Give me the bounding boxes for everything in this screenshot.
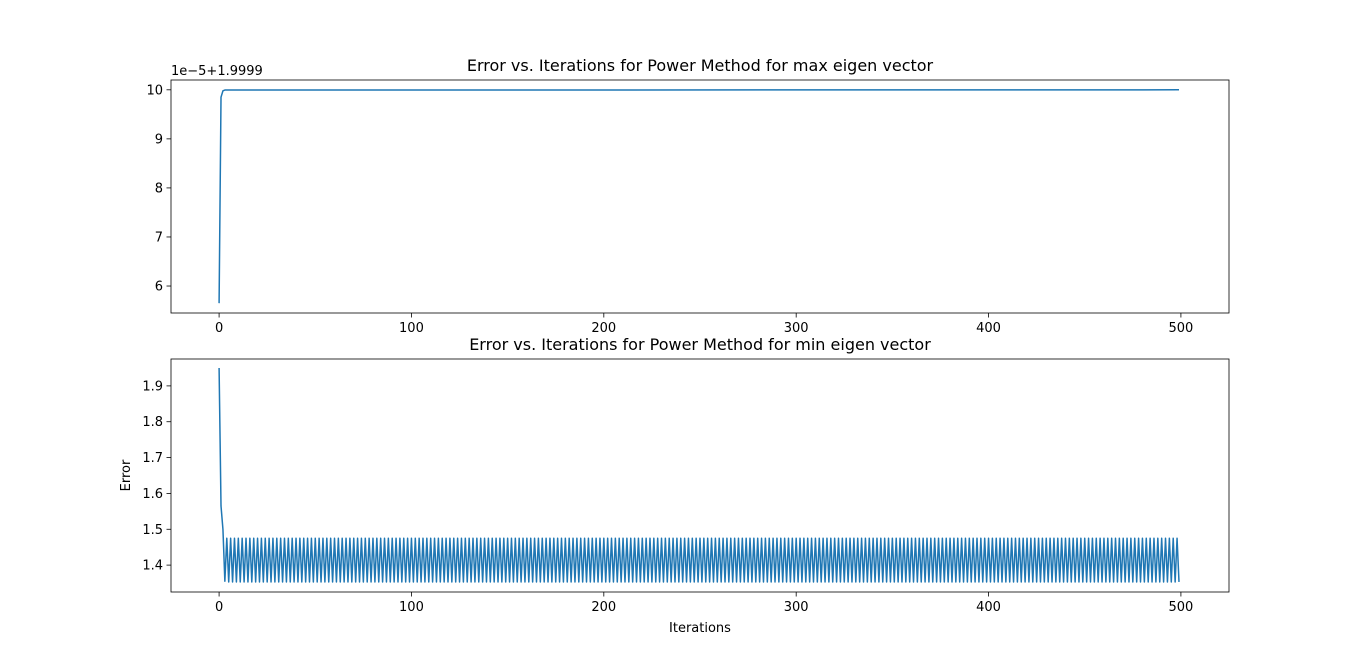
y-tick-label: 9	[155, 132, 163, 147]
series-line-max-error	[218, 89, 1179, 304]
x-tick-label: 300	[784, 600, 809, 615]
series-line-min-error	[218, 367, 1180, 583]
x-tick-label: 200	[591, 321, 616, 336]
y-offset-text: 1e−5+1.9999	[171, 64, 263, 79]
y-tick-label: 6	[155, 280, 163, 295]
y-tick-label: 10	[146, 83, 163, 98]
x-tick-label: 100	[399, 321, 424, 336]
x-tick-label: 400	[976, 600, 1001, 615]
x-tick-label: 300	[784, 321, 809, 336]
x-tick-label: 0	[215, 321, 223, 336]
y-tick-label: 1.9	[142, 379, 163, 394]
chart-title: Error vs. Iterations for Power Method fo…	[469, 335, 931, 354]
y-tick-label: 7	[155, 230, 163, 245]
subplot-2: Error vs. Iterations for Power Method fo…	[119, 335, 1230, 636]
y-tick-label: 1.5	[142, 523, 163, 538]
y-tick-label: 1.6	[142, 487, 163, 502]
x-tick-label: 500	[1168, 600, 1193, 615]
x-tick-label: 400	[976, 321, 1001, 336]
x-tick-label: 200	[591, 600, 616, 615]
chart-title: Error vs. Iterations for Power Method fo…	[467, 56, 934, 75]
x-tick-label: 500	[1168, 321, 1193, 336]
y-axis-label: Error	[119, 459, 134, 491]
axes-frame	[170, 358, 1230, 593]
y-tick-label: 1.7	[142, 451, 163, 466]
x-axis-label: Iterations	[669, 621, 731, 636]
x-tick-label: 100	[399, 600, 424, 615]
x-tick-label: 0	[215, 600, 223, 615]
y-tick-label: 8	[155, 181, 163, 196]
subplot-1: Error vs. Iterations for Power Method fo…	[146, 56, 1230, 336]
y-tick-label: 1.4	[142, 559, 163, 574]
y-tick-label: 1.8	[142, 415, 163, 430]
axes-frame	[170, 79, 1230, 314]
